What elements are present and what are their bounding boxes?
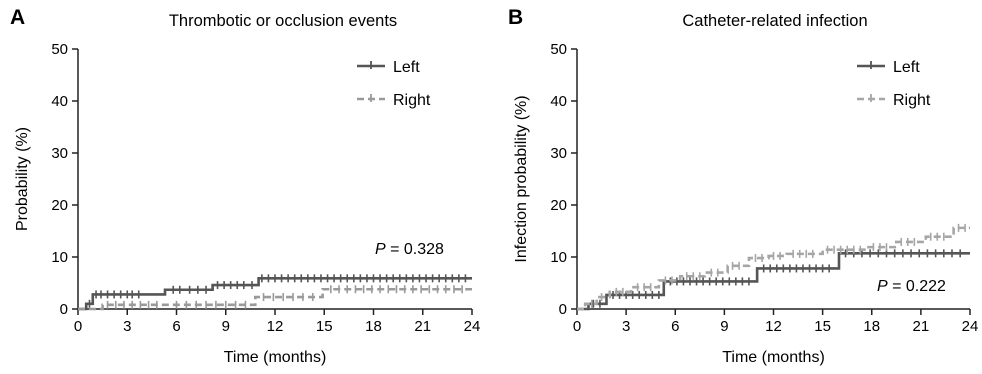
panel-b-p-value: = 0.222 (888, 278, 946, 295)
panel-b-x-tick-label: 3 (622, 318, 630, 335)
panel-b-y-tick-label: 0 (559, 301, 567, 318)
panel-a-p-value-annotation: P = 0.328 (375, 241, 444, 258)
panel-a-series-left-line (78, 277, 472, 311)
panel-a-x-tick-label: 9 (222, 318, 230, 335)
panel-b-y-tick-label: 50 (550, 41, 567, 58)
panel-a-series-right-line (78, 287, 472, 311)
panel-a-y-tick-label: 30 (51, 145, 68, 162)
panel-a-legend-right-label: Right (393, 92, 431, 109)
panel-a-x-tick-label: 0 (74, 318, 82, 335)
panel-b-y-axis-label: Infection probability (%) (513, 95, 530, 262)
panel-b-series-right-line (577, 226, 970, 311)
panel-b-legend-right-label: Right (893, 92, 931, 109)
panel-b-x-tick-label: 24 (962, 318, 979, 335)
panel-b-x-tick-label: 18 (863, 318, 880, 335)
panel-b-y-tick-label: 20 (550, 197, 567, 214)
panel-a-y-tick-label: 0 (60, 301, 68, 318)
panel-a-x-tick-label: 12 (267, 318, 284, 335)
panel-b-y-tick-label: 10 (550, 249, 567, 266)
panel-b-y-tick-label: 40 (550, 93, 567, 110)
panel-b-y-tick-label: 30 (550, 145, 567, 162)
panel-b-x-tick-label: 21 (913, 318, 930, 335)
panel-b-letter: B (508, 6, 523, 29)
panel-a-x-tick-label: 21 (414, 318, 431, 335)
panel-a-y-tick-label: 40 (51, 93, 68, 110)
panel-a-y-axis-label: Probability (%) (14, 127, 31, 231)
panel-b-p-value-annotation: P = 0.222 (877, 278, 946, 295)
panel-a-x-tick-label: 18 (365, 318, 382, 335)
panel-a-x-axis-label: Time (months) (224, 349, 327, 366)
panel-b-x-tick-label: 6 (671, 318, 679, 335)
panel-a-x-tick-label: 3 (123, 318, 131, 335)
panel-b-title: Catheter-related infection (682, 12, 867, 30)
panel-a-p-value: = 0.328 (386, 241, 444, 258)
panel-a-x-tick-label: 6 (172, 318, 180, 335)
panel-a-legend-left-label: Left (393, 59, 420, 76)
panel-b-x-tick-label: 15 (814, 318, 831, 335)
panel-b-x-tick-label: 12 (765, 318, 782, 335)
panel-b-p-symbol: P (877, 278, 888, 295)
panel-a-title: Thrombotic or occlusion events (169, 12, 397, 30)
panel-a-x-tick-label: 24 (464, 318, 481, 335)
panel-a-letter: A (10, 6, 25, 29)
panel-b-legend-left-label: Left (893, 59, 920, 76)
panel-a-y-tick-label: 20 (51, 197, 68, 214)
panel-a-x-tick-label: 15 (316, 318, 333, 335)
panel-b-x-axis-label: Time (months) (722, 349, 825, 366)
panel-b-x-tick-label: 9 (720, 318, 728, 335)
panel-a-p-symbol: P (375, 241, 386, 258)
panel-a-y-tick-label: 50 (51, 41, 68, 58)
panel-b-x-tick-label: 0 (573, 318, 581, 335)
panel-a-y-tick-label: 10 (51, 249, 68, 266)
